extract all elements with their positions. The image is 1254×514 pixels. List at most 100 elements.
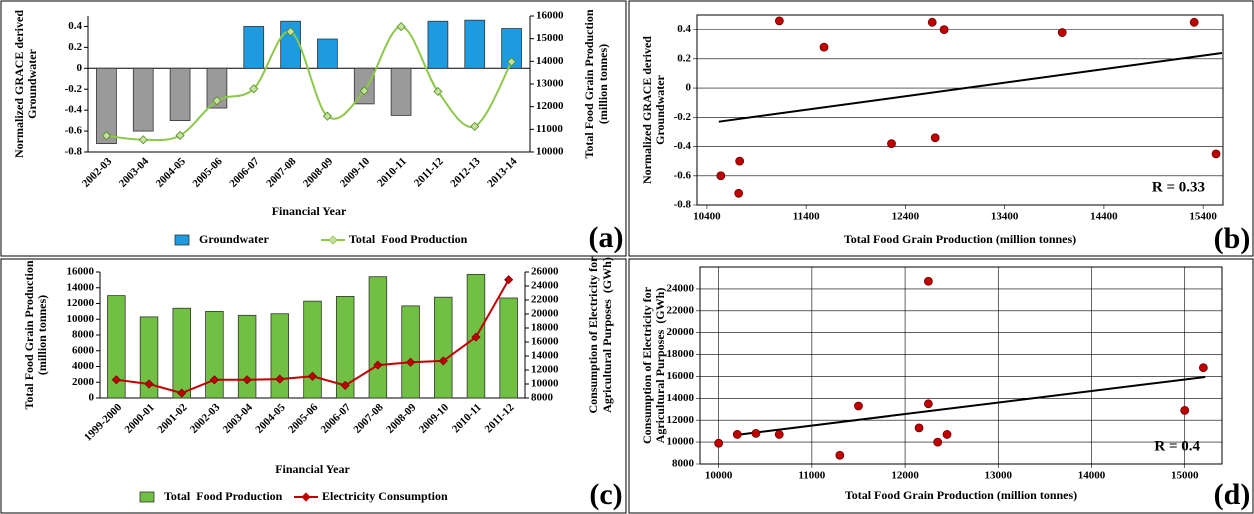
y-tick-label: 0 xyxy=(686,82,692,94)
x-tick-label: 2006-07 xyxy=(319,401,354,436)
x-axis-title: Financial Year xyxy=(272,204,347,218)
point xyxy=(1189,17,1199,27)
bar xyxy=(205,310,224,399)
point xyxy=(942,430,952,439)
marker xyxy=(286,27,296,37)
y-tick-label: -0.4 xyxy=(674,140,692,152)
point xyxy=(914,423,924,433)
point xyxy=(930,133,940,143)
panel-border xyxy=(628,258,1254,514)
x-tick-label: 1999-2000 xyxy=(82,401,125,444)
panel-label: (a) xyxy=(589,221,624,254)
y-tick-label: 24000 xyxy=(667,282,695,294)
point xyxy=(854,401,863,411)
trendline xyxy=(739,375,1206,436)
marker xyxy=(212,96,222,106)
x-tick-label: 2007-08 xyxy=(351,401,386,436)
point xyxy=(774,16,784,26)
x-tick-label: 2000-01 xyxy=(123,401,157,435)
bar xyxy=(96,67,117,145)
marker xyxy=(359,86,369,96)
point xyxy=(751,428,761,438)
y-tick-label: 6000 xyxy=(72,344,95,356)
bar xyxy=(353,67,375,105)
y2-tick-label: 14000 xyxy=(531,350,559,362)
bar xyxy=(243,26,265,69)
point xyxy=(774,430,784,439)
bar xyxy=(107,295,126,399)
y-tick-label: 0.4 xyxy=(68,20,82,32)
x-tick-label: 14000 xyxy=(1078,470,1106,482)
x-tick-label: 2001-02 xyxy=(155,401,190,436)
x-tick-label: 15000 xyxy=(1171,470,1199,482)
y2-tick-label: 8000 xyxy=(531,392,554,404)
x-tick-label: 2004-05 xyxy=(253,401,288,436)
marker xyxy=(406,357,416,367)
marker xyxy=(101,131,111,141)
panel-label: (c) xyxy=(589,478,622,511)
y-tick-label: -0.8 xyxy=(674,199,692,211)
y2-tick-label: 10000 xyxy=(536,146,564,158)
y-tick-label: 22000 xyxy=(667,304,695,316)
y2-tick-label: 20000 xyxy=(531,308,559,320)
bar xyxy=(169,67,191,122)
y-tick-label: 8000 xyxy=(672,458,695,470)
point xyxy=(933,437,943,447)
y2-tick-label: 10000 xyxy=(531,378,559,390)
point xyxy=(887,139,896,149)
x-axis-title: Total Food Grain Production (million ton… xyxy=(844,232,1076,246)
x-tick-label: 12400 xyxy=(892,211,920,223)
y2-tick-label: 12000 xyxy=(531,364,559,376)
x-tick-label: 2011-12 xyxy=(412,155,446,189)
y-tick-label: 10000 xyxy=(67,313,95,325)
y-tick-label: -0.2 xyxy=(674,111,692,123)
legend-swatch xyxy=(301,492,311,502)
bar xyxy=(464,19,486,69)
point xyxy=(1198,363,1208,373)
marker xyxy=(396,22,406,32)
x-tick-label: 2010-11 xyxy=(450,401,484,435)
y-tick-label: 12000 xyxy=(667,414,695,426)
x-tick-label: 2005-06 xyxy=(286,401,321,436)
axis-title: Groundwater xyxy=(653,74,667,144)
x-tick-label: 2005-06 xyxy=(190,155,225,190)
bar xyxy=(401,305,420,399)
marker xyxy=(249,84,259,94)
plot-frame xyxy=(696,14,1224,206)
bar xyxy=(172,307,191,399)
trendline xyxy=(718,52,1223,123)
point xyxy=(735,156,745,166)
y2-tick-label: 18000 xyxy=(531,322,559,334)
x-tick-label: 2007-08 xyxy=(264,155,299,190)
x-tick-label: 2002-03 xyxy=(188,401,223,436)
legend-label: Total Food Production xyxy=(349,232,468,246)
y2-tick-label: 12000 xyxy=(536,100,564,112)
y-tick-label: 0.4 xyxy=(677,23,691,35)
annotation: R = 0.4 xyxy=(1154,438,1200,454)
x-axis-title: Financial Year xyxy=(275,462,350,476)
y2-tick-label: 15000 xyxy=(536,32,564,44)
y-tick-label: 12000 xyxy=(67,297,95,309)
marker xyxy=(471,332,481,342)
bar xyxy=(132,67,154,132)
bar xyxy=(303,300,322,399)
y-tick-label: 2000 xyxy=(72,376,95,388)
x-tick-label: 10400 xyxy=(693,211,721,223)
point xyxy=(923,276,933,286)
point xyxy=(923,399,933,409)
marker xyxy=(373,360,383,370)
panel-label: (d) xyxy=(1214,478,1251,511)
y2-tick-label: 16000 xyxy=(531,336,559,348)
point xyxy=(1211,149,1221,159)
y-tick-label: 20000 xyxy=(667,326,695,338)
marker xyxy=(507,57,517,67)
bar xyxy=(390,67,412,116)
point xyxy=(835,450,845,460)
x-tick-label: 11400 xyxy=(793,211,820,223)
point xyxy=(927,17,937,27)
y2-tick-label: 16000 xyxy=(536,10,564,22)
y2-tick-label: 14000 xyxy=(536,55,564,67)
y-tick-label: -0.6 xyxy=(65,125,83,137)
marker xyxy=(275,374,285,384)
